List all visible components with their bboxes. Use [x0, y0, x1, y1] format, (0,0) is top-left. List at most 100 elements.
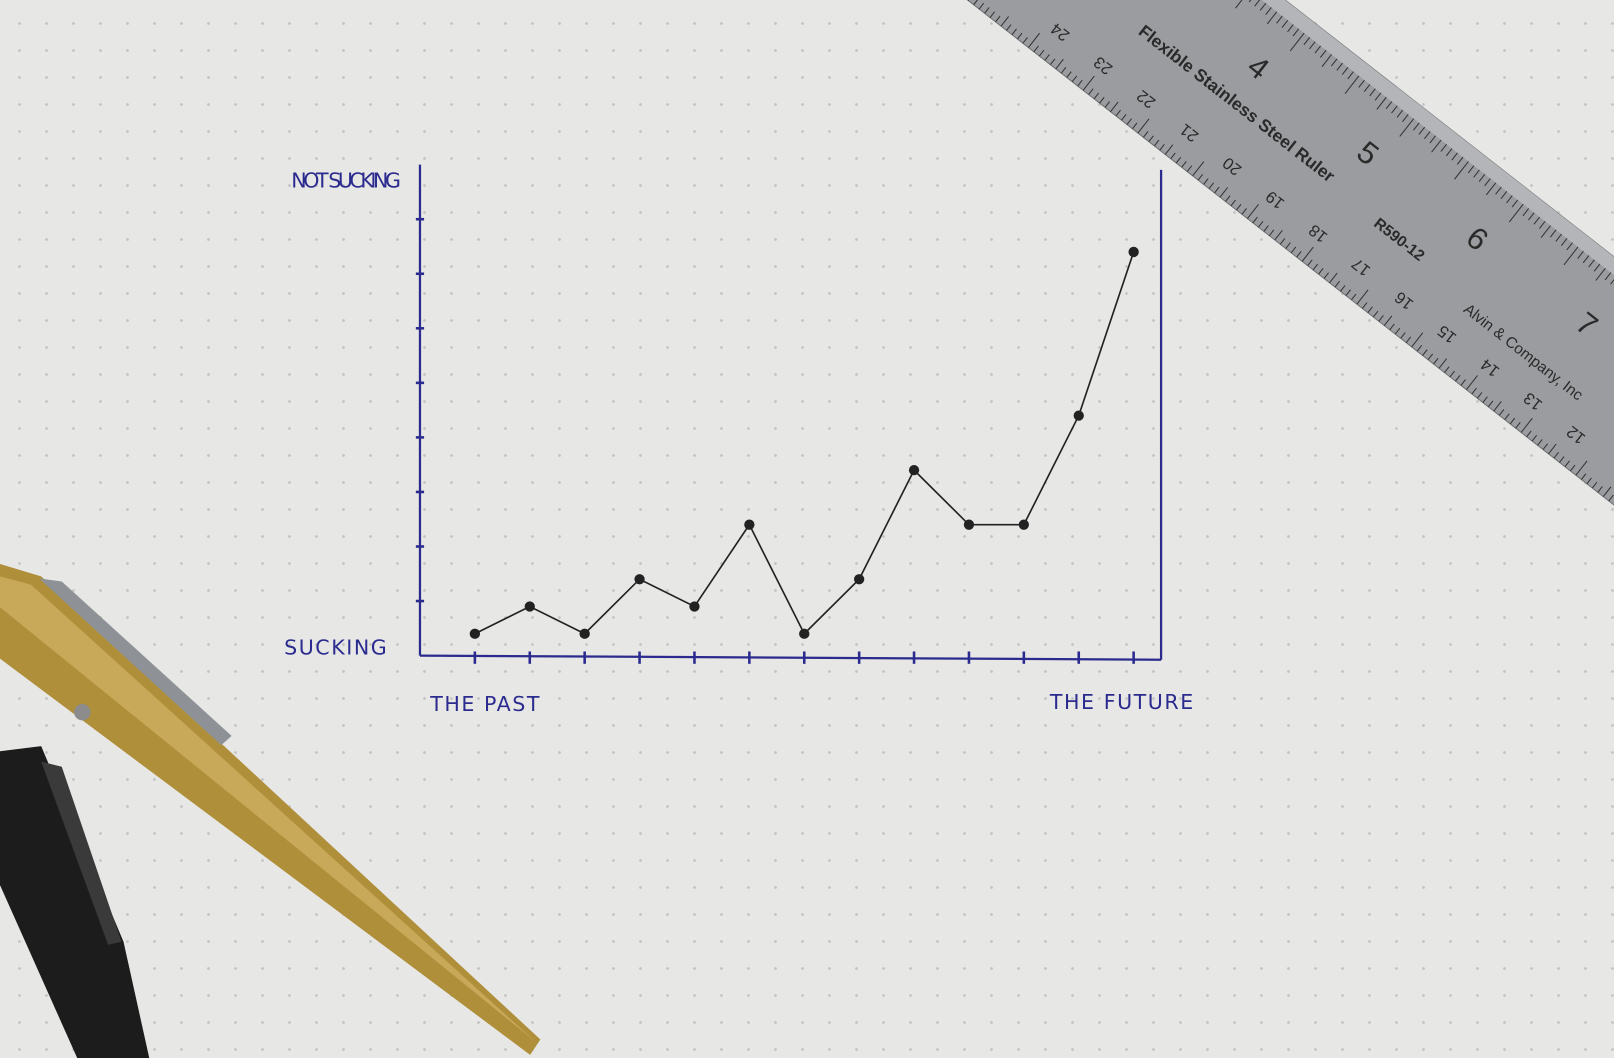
ruler-tick — [1478, 173, 1486, 182]
ruler-tick — [1444, 366, 1450, 373]
ruler-tick — [1493, 401, 1502, 412]
ruler-tick — [1482, 396, 1488, 403]
ruler-tick — [1055, 58, 1064, 70]
ruler-tick — [1093, 92, 1100, 100]
ruler-tick — [1274, 229, 1283, 241]
ruler-tick — [1506, 195, 1513, 204]
gold-pen — [0, 563, 541, 1055]
ruler-tick — [1383, 315, 1393, 326]
ruler-tick — [1290, 246, 1297, 254]
ruler-tick — [1577, 250, 1584, 259]
ruler-tick — [1099, 96, 1105, 104]
ruler-tick — [1445, 148, 1453, 157]
ruler-tick — [1559, 456, 1565, 463]
ruler-tick — [1006, 24, 1012, 31]
ruler-tick — [1498, 409, 1505, 416]
ruler-tick — [1289, 32, 1305, 52]
ruler-tick — [1424, 131, 1431, 140]
ruler-tick — [1495, 186, 1502, 195]
ruler-tick — [1394, 327, 1401, 335]
data-point — [744, 519, 755, 530]
pen-highlight — [0, 576, 536, 1042]
data-point — [689, 601, 700, 612]
ruler-tick — [1391, 105, 1398, 114]
ruler-tick — [1566, 242, 1573, 251]
ruler-tick — [1192, 161, 1205, 177]
ruler-tick — [1449, 370, 1455, 378]
ruler-tick — [1329, 272, 1338, 284]
ruler-tick — [1466, 375, 1478, 390]
data-line — [474, 251, 1135, 636]
ruler-tick — [1252, 216, 1258, 224]
ruler-tick — [1427, 353, 1434, 361]
ruler-tick — [1334, 280, 1340, 288]
ruler-tick — [1344, 75, 1360, 95]
ruler-tick — [1580, 473, 1587, 480]
ruler-tick — [1540, 225, 1551, 239]
black-pen — [0, 746, 150, 1058]
ruler-tick — [1330, 58, 1338, 67]
data-point — [854, 574, 865, 585]
ruler-tick — [1542, 443, 1549, 450]
ruler-tick — [1399, 118, 1415, 137]
ruler-tick — [1575, 460, 1588, 476]
ruler-tick — [1570, 464, 1576, 472]
ruler-tick — [1504, 413, 1510, 420]
ruler-tick — [1044, 54, 1050, 61]
ruler-tick — [1351, 293, 1357, 301]
ruler-tick — [1121, 114, 1127, 121]
ruler-tick — [1219, 187, 1229, 198]
ruler-tick — [1400, 332, 1406, 339]
ruler-tick — [1405, 336, 1412, 343]
ruler-tick — [1033, 45, 1039, 53]
ruler-tick — [1528, 212, 1535, 221]
ruler-tick — [1374, 92, 1382, 101]
ruler-tick — [1181, 161, 1187, 168]
ruler-tick — [1345, 289, 1351, 296]
ruler-tick — [1303, 37, 1311, 45]
ruler-tick — [1538, 220, 1546, 229]
data-point — [1073, 410, 1084, 421]
ruler-tick — [1235, 0, 1250, 9]
ruler-tick — [1385, 101, 1393, 110]
ruler-tick — [1197, 173, 1204, 181]
ruler-tick — [1597, 486, 1603, 493]
ruler-tick — [1389, 323, 1395, 331]
chart: NOT SUCKING SUCKING THE PAST THE FUTURE — [284, 164, 1195, 716]
ruler-tick — [1522, 208, 1530, 217]
ruler-tick — [1378, 315, 1384, 322]
ruler-tick — [1175, 156, 1182, 164]
ruler-tick — [1266, 11, 1278, 25]
ruler-tick — [1376, 96, 1387, 110]
ruler-tick — [1225, 195, 1231, 202]
ruler-tick — [1268, 229, 1275, 237]
data-point — [908, 464, 920, 476]
ruler-tick — [984, 7, 990, 14]
ruler-tick — [1011, 28, 1017, 36]
ruler-tick — [1071, 75, 1078, 83]
ruler-tick — [1279, 238, 1286, 245]
ruler-tick — [1418, 126, 1426, 135]
ruler-tick — [1254, 0, 1261, 7]
ruler-tick — [1248, 0, 1256, 3]
ruler-tick — [1203, 178, 1209, 185]
ruler-tick — [1591, 481, 1598, 489]
ruler-tick — [1028, 32, 1040, 48]
ruler-tick — [1595, 268, 1606, 281]
ruler-tick — [1017, 32, 1023, 40]
ruler-tick — [1610, 276, 1614, 285]
ruler-tick — [1555, 233, 1562, 242]
x-start-label: THE PAST — [429, 692, 541, 716]
ruler-tick — [1060, 67, 1067, 74]
ruler-tick — [1485, 182, 1497, 196]
ruler-tick — [1082, 75, 1095, 91]
ruler-tick — [1259, 2, 1267, 11]
ruler-tick — [1309, 41, 1316, 50]
ruler-tick — [1263, 225, 1269, 232]
data-point — [1018, 519, 1029, 530]
x-end-label: THE FUTURE — [1049, 690, 1195, 714]
ruler-tick — [1422, 349, 1428, 356]
ruler-tick — [1230, 199, 1236, 207]
ruler-tick — [1115, 109, 1121, 117]
